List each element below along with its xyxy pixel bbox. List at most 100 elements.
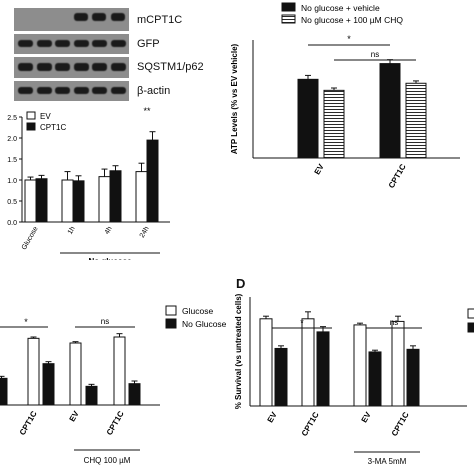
blot-label-actin: β-actin xyxy=(137,85,171,97)
bar-No Glucose-3 xyxy=(406,348,420,407)
blot-label-gfp: GFP xyxy=(137,38,160,50)
blot-band xyxy=(55,63,70,71)
bar-0 xyxy=(0,377,8,406)
blot-band xyxy=(110,63,126,71)
legend-label: No glucose + 100 µM CHQ xyxy=(301,15,403,25)
bar-Glucose-1 xyxy=(301,318,315,407)
x-tick-label: EV xyxy=(266,410,279,424)
bar-No Glucose-0 xyxy=(274,347,288,407)
legend-swatch xyxy=(467,322,474,333)
legend-label: EV xyxy=(40,112,51,121)
significance-label: ns xyxy=(371,50,379,59)
legend-swatch xyxy=(281,14,296,24)
significance-label: * xyxy=(24,317,28,327)
blot-band xyxy=(92,63,107,71)
y-axis-label: ATP Levels (% vs EV vehicle) xyxy=(230,43,239,154)
blot-band xyxy=(92,13,106,21)
blot-band xyxy=(92,40,107,47)
bar-3 xyxy=(69,342,82,406)
blot-band xyxy=(36,40,52,47)
blot-band xyxy=(110,87,126,94)
legend-swatch xyxy=(281,2,296,12)
blot-band xyxy=(18,40,33,47)
legend-swatch xyxy=(467,308,474,319)
legend-label: No Glucose xyxy=(182,319,227,329)
x-tick-label: CPT1C xyxy=(300,410,321,437)
significance-label: ** xyxy=(143,106,151,116)
bar-Glucose-2 xyxy=(353,324,367,407)
blot-band xyxy=(73,87,89,94)
chart-survival-3ma: % Survival (vs untreated cells) EV CPT1C EV… xyxy=(234,293,474,466)
bar-No Glucose-2 xyxy=(368,351,382,407)
bar-2 xyxy=(42,363,55,406)
bar-CPT1C-Glucose xyxy=(35,178,48,223)
bar-EV-Glucose xyxy=(24,179,37,223)
bar-1 xyxy=(27,337,40,406)
bar-CPT1C-4h xyxy=(109,170,122,223)
bar-0-CPT1C xyxy=(379,63,401,159)
legend-swatch xyxy=(165,305,177,316)
blot-label-p62: SQSTM1/p62 xyxy=(137,61,204,73)
group-label: CHQ 100 µM xyxy=(84,456,131,465)
blot-band xyxy=(55,40,70,47)
x-tick-label: CPT1C xyxy=(390,410,411,437)
bar-Glucose-0 xyxy=(259,318,273,407)
blot-band xyxy=(73,13,88,21)
blot-strip-3 xyxy=(14,57,129,78)
blot-band xyxy=(36,63,52,71)
blot-band xyxy=(18,87,33,94)
x-tick-label: Glucose xyxy=(21,225,40,251)
group-label: 3-MA 5mM xyxy=(368,457,407,466)
bar-EV-1h xyxy=(61,179,74,223)
legend-swatch xyxy=(165,318,177,329)
blot-band xyxy=(18,63,33,71)
blot-band xyxy=(36,87,52,94)
legend-swatch xyxy=(26,111,36,120)
blot-band xyxy=(73,63,89,71)
y-tick-label: 2.0 xyxy=(7,136,17,143)
legend-label: Glucose xyxy=(182,306,213,316)
y-tick-label: 2.5 xyxy=(7,115,17,122)
x-tick-label: CPT1C xyxy=(387,162,408,189)
x-tick-label: 1h xyxy=(67,225,77,235)
x-tick-label: CPT1C xyxy=(18,409,39,436)
y-tick-label: 0.5 xyxy=(7,199,17,206)
blot-band xyxy=(55,87,70,94)
bar-No Glucose-1 xyxy=(316,331,330,407)
legend-label: No glucose + vehicle xyxy=(301,3,380,13)
blot-label-mcpt1c: mCPT1C xyxy=(137,14,183,26)
y-axis-label: % Survival (vs untreated cells) xyxy=(234,293,243,409)
bar-Glucose-3 xyxy=(391,320,405,407)
blot-band xyxy=(92,87,107,94)
bar-CPT1C-1h xyxy=(72,180,85,223)
bar-6 xyxy=(128,383,141,406)
bar-5 xyxy=(113,336,126,406)
panel-letter-d: D xyxy=(236,276,246,291)
group-label: No glucose xyxy=(88,257,132,260)
chart-p62-timecourse: 0.0 0.5 1.0 1.5 2.0 2.5 Glucose 1h 4h 24h No gluco… xyxy=(7,106,170,260)
bar-4 xyxy=(85,385,98,406)
y-tick-label: 1.5 xyxy=(7,157,17,164)
bar-EV-24h xyxy=(135,171,148,223)
bar-EV-4h xyxy=(98,176,111,223)
bar-CPT1C-24h xyxy=(146,139,159,223)
chart-atp-levels: ATP Levels (% vs EV vehicle) EV CPT1C * ns No… xyxy=(230,2,460,190)
significance-label: ns xyxy=(390,318,398,327)
bar-0-EV xyxy=(297,78,319,159)
bar-1-CPT1C xyxy=(405,82,427,159)
x-tick-label: EV xyxy=(313,162,326,176)
y-tick-label: 0.0 xyxy=(7,220,17,227)
legend-swatch xyxy=(26,122,36,131)
blot-band xyxy=(110,40,126,47)
x-tick-label: 24h xyxy=(139,225,151,239)
x-tick-label: CPT1C xyxy=(105,409,126,436)
chart-survival-chq: CPT1C EV CPT1C CHQ 100 µM * ns Glucose No Gluco… xyxy=(0,305,227,465)
x-tick-label: EV xyxy=(360,410,373,424)
significance-label: ns xyxy=(101,317,109,326)
bar-1-EV xyxy=(323,89,345,159)
significance-label: * xyxy=(300,318,304,328)
blot-band xyxy=(110,13,125,21)
x-tick-label: 4h xyxy=(104,225,114,235)
significance-label: * xyxy=(347,34,351,44)
blot-band xyxy=(73,40,89,47)
